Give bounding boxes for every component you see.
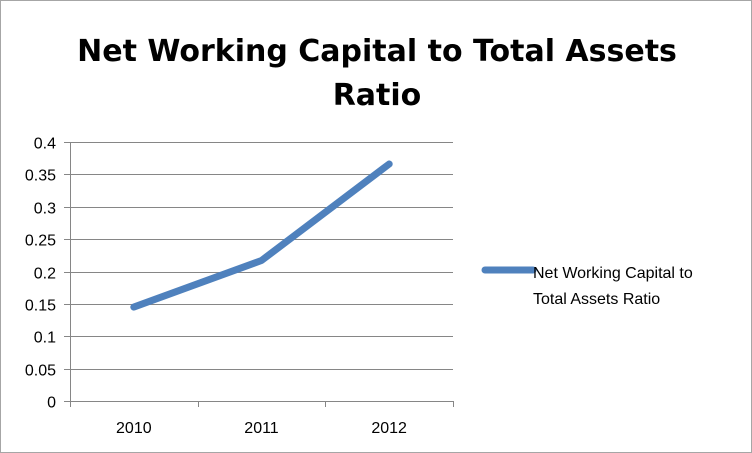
y-tick-label: 0.1 (34, 330, 56, 347)
series-layer (130, 160, 393, 311)
x-tick-label: 2010 (116, 420, 152, 437)
y-tick-label: 0.15 (25, 298, 56, 315)
y-tick-label: 0.35 (25, 168, 56, 185)
chart-title-line-1: Net Working Capital to Total Assets (77, 34, 677, 69)
x-tick-label: 2012 (371, 420, 407, 437)
series-line (130, 160, 393, 311)
x-tick-label: 2011 (244, 420, 279, 437)
y-tick-label: 0.2 (34, 266, 56, 283)
legend: Net Working Capital to Total Assets Rati… (481, 265, 693, 308)
gridlines (70, 142, 453, 370)
legend-label-line-1: Net Working Capital to (533, 265, 693, 282)
chart-title-line-2: Ratio (333, 78, 422, 113)
y-tick-label: 0 (47, 395, 56, 412)
legend-label-line-2: Total Assets Ratio (533, 291, 660, 308)
y-tick-label: 0.05 (25, 363, 56, 380)
y-tick-label: 0.25 (25, 233, 56, 250)
axes: 0 0.05 0.1 0.15 0.2 0.25 0.3 0.35 0.4 2010 2011 201… (25, 136, 454, 437)
y-tick-label: 0.3 (34, 201, 56, 218)
y-tick-label: 0.4 (34, 136, 56, 153)
